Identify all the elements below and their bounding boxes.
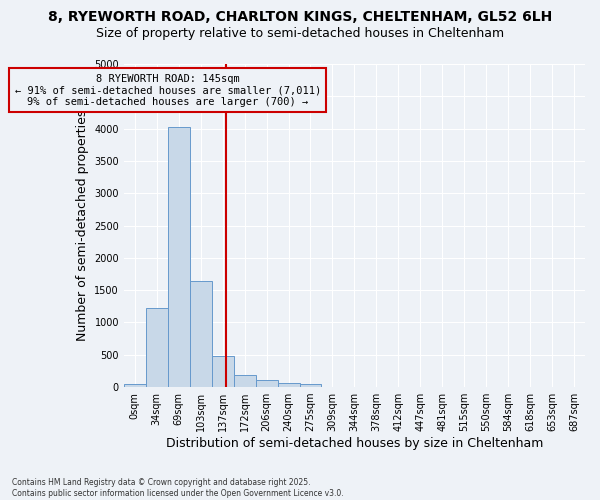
Bar (124, 384, 146, 387)
Bar (168, 126, 190, 387)
Bar (146, 308, 168, 387)
Bar (299, 384, 322, 387)
Bar (256, 380, 278, 387)
Bar (190, 281, 212, 387)
Text: 8, RYEWORTH ROAD, CHARLTON KINGS, CHELTENHAM, GL52 6LH: 8, RYEWORTH ROAD, CHARLTON KINGS, CHELTE… (48, 10, 552, 24)
Text: Size of property relative to semi-detached houses in Cheltenham: Size of property relative to semi-detach… (96, 28, 504, 40)
Bar (212, 356, 233, 387)
Bar (278, 383, 299, 387)
Text: 8 RYEWORTH ROAD: 145sqm
← 91% of semi-detached houses are smaller (7,011)
9% of : 8 RYEWORTH ROAD: 145sqm ← 91% of semi-de… (14, 74, 321, 107)
Text: Contains HM Land Registry data © Crown copyright and database right 2025.
Contai: Contains HM Land Registry data © Crown c… (12, 478, 344, 498)
Bar (233, 375, 256, 387)
Y-axis label: Number of semi-detached properties: Number of semi-detached properties (76, 110, 89, 341)
X-axis label: Distribution of semi-detached houses by size in Cheltenham: Distribution of semi-detached houses by … (166, 437, 543, 450)
